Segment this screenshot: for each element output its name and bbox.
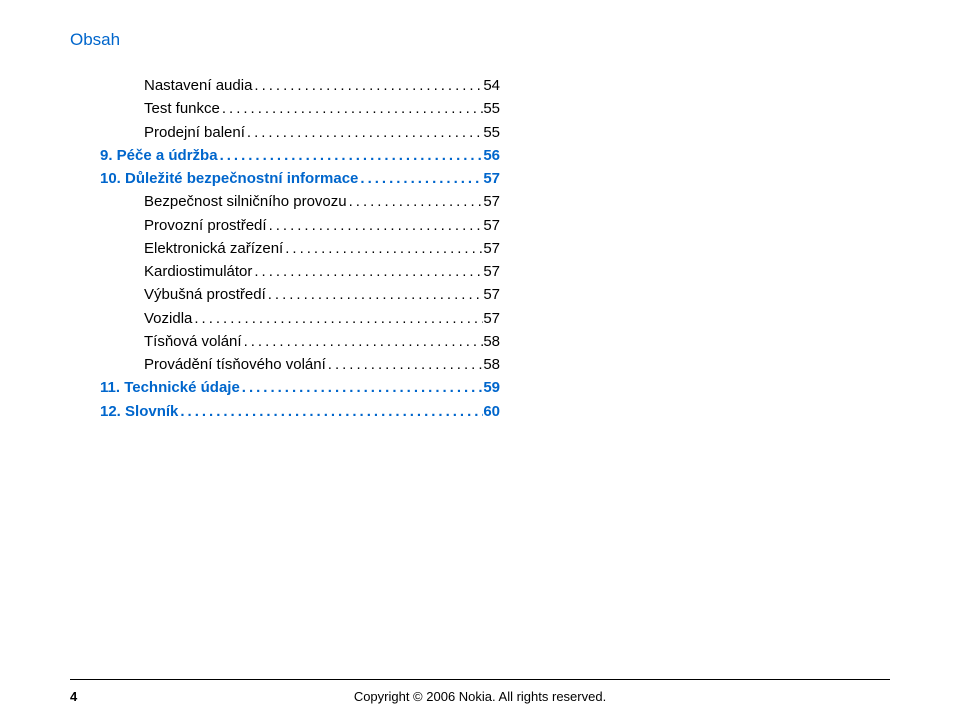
toc-entry: Provozní prostředí 57 bbox=[100, 214, 500, 237]
toc-page-number: 54 bbox=[483, 74, 500, 97]
toc-entry: Test funkce 55 bbox=[100, 97, 500, 120]
toc-page-number: 57 bbox=[483, 283, 500, 306]
toc-page-number: 59 bbox=[483, 376, 500, 399]
toc-leader-dots bbox=[245, 121, 483, 144]
toc-entry: Elektronická zařízení 57 bbox=[100, 237, 500, 260]
toc-entry: 9. Péče a údržba 56 bbox=[100, 144, 500, 167]
toc-page-number: 57 bbox=[483, 167, 500, 190]
toc-entry: Tísňová volání 58 bbox=[100, 330, 500, 353]
toc-label: Výbušná prostředí bbox=[144, 283, 266, 306]
toc-label: Provádění tísňového volání bbox=[144, 353, 326, 376]
toc-leader-dots bbox=[326, 353, 484, 376]
toc-entry: Výbušná prostředí 57 bbox=[100, 283, 500, 306]
toc-label: 10. Důležité bezpečnostní informace bbox=[100, 167, 358, 190]
toc-leader-dots bbox=[283, 237, 483, 260]
copyright-text: Copyright © 2006 Nokia. All rights reser… bbox=[354, 689, 606, 704]
toc-leader-dots bbox=[252, 260, 483, 283]
toc-entry: Vozidla 57 bbox=[100, 307, 500, 330]
toc-entry: Provádění tísňového volání 58 bbox=[100, 353, 500, 376]
toc-label: Kardiostimulátor bbox=[144, 260, 252, 283]
toc-page-number: 55 bbox=[483, 121, 500, 144]
toc-label: Elektronická zařízení bbox=[144, 237, 283, 260]
toc-page-number: 57 bbox=[483, 260, 500, 283]
toc-entry: Kardiostimulátor 57 bbox=[100, 260, 500, 283]
toc-leader-dots bbox=[242, 330, 484, 353]
toc-page-number: 60 bbox=[483, 400, 500, 423]
footer-separator bbox=[70, 679, 890, 680]
toc-entry: Prodejní balení 55 bbox=[100, 121, 500, 144]
toc-page-number: 57 bbox=[483, 237, 500, 260]
toc-label: 11. Technické údaje bbox=[100, 376, 240, 399]
toc-leader-dots bbox=[220, 97, 483, 120]
toc-leader-dots bbox=[267, 214, 484, 237]
toc-label: 12. Slovník bbox=[100, 400, 178, 423]
page-number: 4 bbox=[70, 689, 77, 704]
toc-label: Bezpečnost silničního provozu bbox=[144, 190, 347, 213]
toc-leader-dots bbox=[266, 283, 484, 306]
toc-entry: Bezpečnost silničního provozu 57 bbox=[100, 190, 500, 213]
section-header: Obsah bbox=[70, 30, 890, 50]
toc-entry: 12. Slovník 60 bbox=[100, 400, 500, 423]
toc-page-number: 58 bbox=[483, 353, 500, 376]
toc-leader-dots bbox=[252, 74, 483, 97]
toc-entry: 10. Důležité bezpečnostní informace 57 bbox=[100, 167, 500, 190]
toc-label: Nastavení audia bbox=[144, 74, 252, 97]
toc-leader-dots bbox=[178, 400, 483, 423]
toc-leader-dots bbox=[192, 307, 483, 330]
toc-label: Provozní prostředí bbox=[144, 214, 267, 237]
toc-page-number: 55 bbox=[483, 97, 500, 120]
toc-leader-dots bbox=[218, 144, 484, 167]
toc-label: Vozidla bbox=[144, 307, 192, 330]
toc-entry: Nastavení audia 54 bbox=[100, 74, 500, 97]
toc-page-number: 56 bbox=[483, 144, 500, 167]
table-of-contents: Nastavení audia 54Test funkce 55Prodejní… bbox=[70, 74, 890, 423]
toc-page-number: 57 bbox=[483, 190, 500, 213]
toc-label: Tísňová volání bbox=[144, 330, 242, 353]
toc-entry: 11. Technické údaje 59 bbox=[100, 376, 500, 399]
toc-leader-dots bbox=[358, 167, 483, 190]
toc-label: Test funkce bbox=[144, 97, 220, 120]
toc-page-number: 58 bbox=[483, 330, 500, 353]
toc-page-number: 57 bbox=[483, 214, 500, 237]
toc-label: Prodejní balení bbox=[144, 121, 245, 144]
toc-page-number: 57 bbox=[483, 307, 500, 330]
toc-leader-dots bbox=[240, 376, 484, 399]
page-footer: 4 Copyright © 2006 Nokia. All rights res… bbox=[70, 689, 890, 704]
toc-leader-dots bbox=[347, 190, 484, 213]
toc-label: 9. Péče a údržba bbox=[100, 144, 218, 167]
